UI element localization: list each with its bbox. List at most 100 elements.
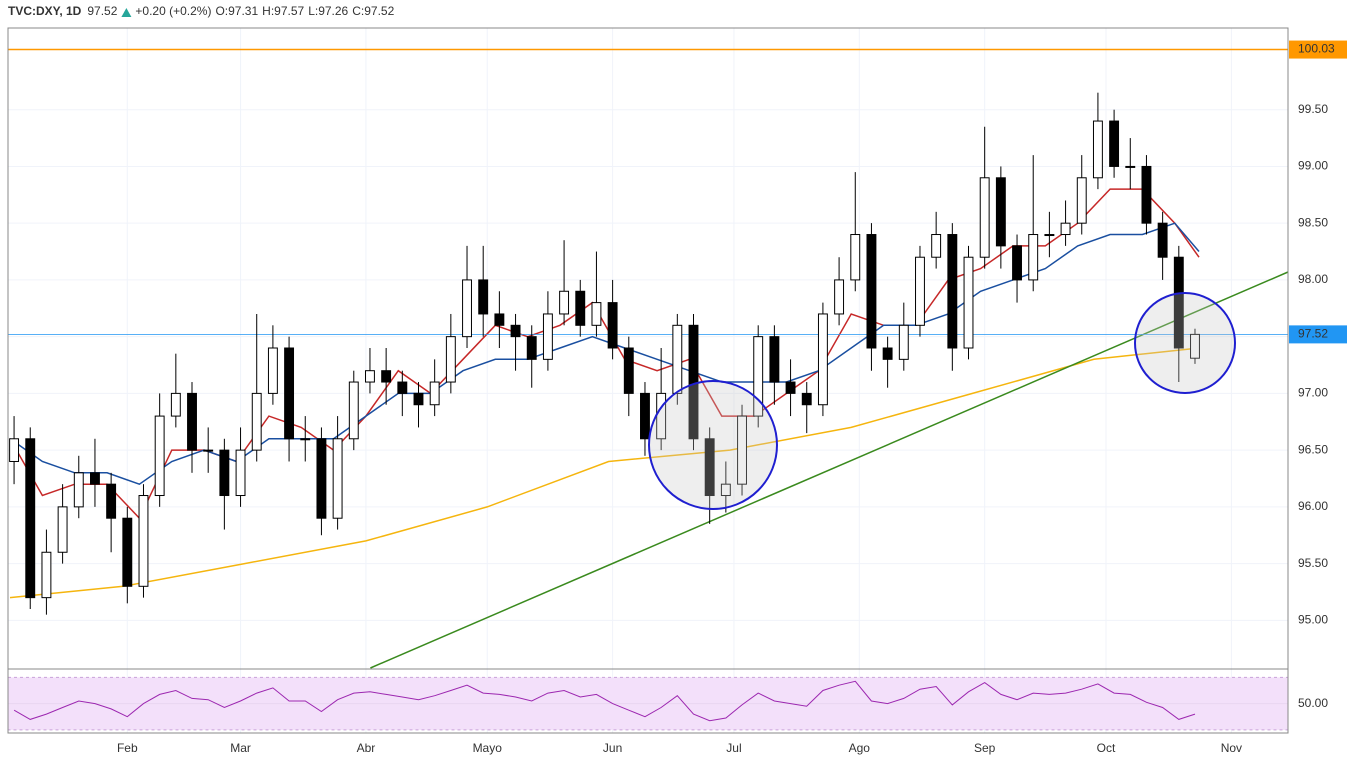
candle-body	[381, 370, 392, 383]
candle-body	[963, 256, 974, 349]
rsi-line	[13, 680, 1196, 722]
candle-body	[1173, 256, 1184, 349]
candle-body	[915, 256, 925, 326]
candle-body	[332, 438, 343, 519]
grid	[7, 28, 1289, 733]
header-text: 97.52	[364, 4, 394, 18]
y-tick-label: 95.00	[1298, 613, 1328, 627]
x-tick-label: Jun	[603, 741, 622, 755]
header-text: 97.26	[318, 4, 348, 18]
candle-body	[25, 438, 36, 599]
header-text: O:	[215, 4, 228, 18]
header-text: 97.57	[274, 4, 304, 18]
candle-body	[235, 449, 246, 497]
y-tick-label: 95.50	[1298, 556, 1328, 570]
candle-body	[850, 234, 861, 281]
candle-body	[445, 336, 456, 383]
candle-body	[769, 336, 780, 383]
candle-body	[623, 347, 634, 394]
candle-body	[1060, 222, 1071, 236]
candle-body	[397, 381, 408, 394]
header-text: +0.20 (+0.2%)	[135, 4, 211, 18]
x-tick-label: Ago	[849, 741, 871, 755]
x-tick-label: Abr	[357, 741, 376, 755]
x-tick-label: Mar	[230, 741, 251, 755]
header-text: L:	[308, 4, 318, 18]
candle-body	[1028, 234, 1039, 281]
candle-body	[478, 279, 489, 315]
candle-body	[785, 381, 796, 394]
symbol: TVC:DXY, 1D	[8, 4, 82, 18]
x-tick-label: Nov	[1221, 741, 1242, 755]
candle-body	[801, 392, 812, 406]
y-tick-label: 99.00	[1298, 159, 1328, 173]
candle-body	[995, 177, 1006, 247]
candle-body	[979, 177, 990, 258]
candle-body	[170, 392, 181, 417]
candle-body	[413, 392, 424, 406]
candle-body	[429, 381, 440, 406]
y-tick-label: 99.50	[1298, 102, 1328, 116]
candle-body	[753, 336, 764, 417]
candle-body	[494, 313, 505, 326]
candle-body	[41, 551, 52, 599]
up-arrow	[121, 8, 132, 17]
plot	[8, 48, 1289, 722]
candle-body	[672, 324, 683, 394]
highlight-circle	[1134, 292, 1236, 394]
y-tick-label: 96.00	[1298, 499, 1328, 513]
y-tick-label: 98.50	[1298, 215, 1328, 229]
x-tick-label: Oct	[1097, 741, 1116, 755]
candle-body	[882, 347, 893, 360]
candle-body	[559, 290, 570, 315]
candle-body	[817, 313, 828, 406]
candle-body	[542, 313, 553, 360]
candle-body	[1012, 245, 1022, 281]
x-tick-label: Feb	[117, 741, 138, 755]
candle-body	[575, 290, 586, 326]
candle-body	[348, 381, 359, 440]
candle-body	[1141, 165, 1152, 224]
y-tick-label: 50.00	[1298, 696, 1328, 710]
y-tick-label: 97.00	[1298, 386, 1328, 400]
candle-body	[187, 392, 197, 451]
candle-body	[866, 234, 877, 349]
candle-body	[251, 392, 262, 451]
candle-body	[1109, 120, 1120, 167]
candle-body	[73, 472, 84, 508]
plot-frame	[7, 27, 1289, 734]
overlay-line	[9, 347, 1200, 599]
header-text: C:	[352, 4, 364, 18]
candle-body	[284, 347, 295, 440]
candle-body	[106, 483, 117, 519]
header-text: 97.52	[87, 4, 117, 18]
candle-body	[203, 449, 214, 452]
candle-body	[57, 506, 68, 553]
price-label: 97.52	[1298, 327, 1328, 341]
y-tick-label: 98.00	[1298, 272, 1328, 286]
candle-body	[154, 415, 165, 497]
candle-body	[526, 336, 537, 360]
candle-body	[834, 279, 845, 315]
candle-body	[640, 392, 650, 440]
candle-body	[1044, 234, 1055, 237]
candle-body	[607, 302, 618, 349]
candle-body	[510, 324, 521, 338]
candle-body	[300, 438, 311, 441]
price-label: 100.03	[1298, 42, 1335, 56]
candle-body	[1157, 222, 1168, 258]
candle-body	[138, 495, 149, 587]
candle-body	[947, 234, 958, 349]
price-label-box	[1289, 40, 1347, 59]
candle-body	[1076, 177, 1087, 224]
x-tick-label: Sep	[974, 741, 996, 755]
candle-body	[267, 347, 278, 394]
candle-body	[219, 449, 230, 497]
candle-body	[122, 517, 133, 587]
price-label-box	[1289, 325, 1347, 344]
y-tick-label: 96.50	[1298, 442, 1328, 456]
candle-body	[316, 438, 327, 519]
x-tick-label: Mayo	[473, 741, 503, 755]
candle-body	[1125, 165, 1136, 168]
